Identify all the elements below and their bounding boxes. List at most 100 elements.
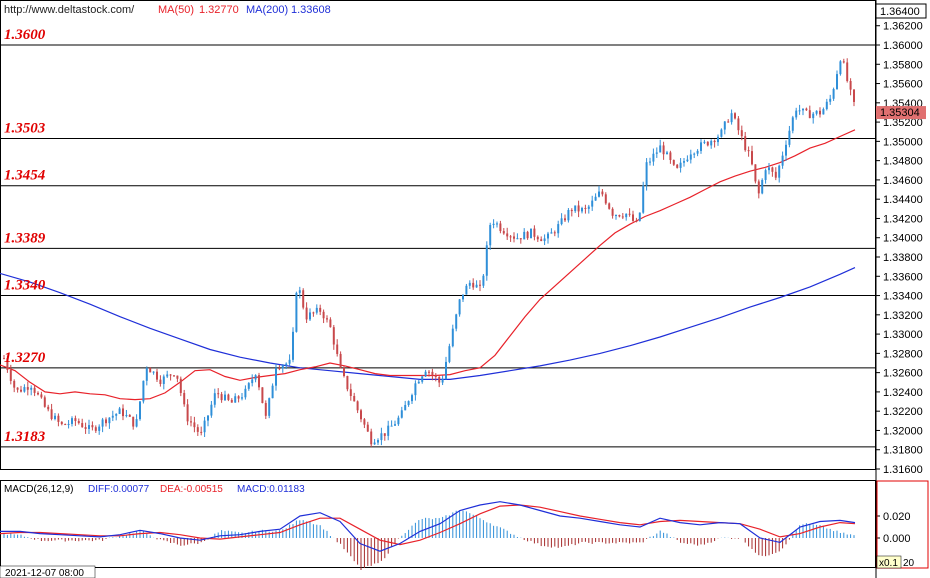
candle: [434, 373, 437, 382]
candle: [693, 152, 696, 159]
candle: [615, 214, 617, 220]
candle: [815, 110, 818, 116]
candle: [587, 204, 590, 214]
candle: [26, 381, 29, 396]
candle: [16, 387, 19, 393]
candle: [400, 406, 403, 419]
candle: [567, 208, 570, 223]
candle: [230, 398, 233, 403]
price-tick-label-21: 1.32000: [883, 425, 923, 437]
candle: [254, 374, 257, 383]
candle: [380, 427, 383, 446]
candle: [849, 78, 852, 96]
candle: [747, 146, 750, 157]
candle: [169, 374, 172, 381]
candle: [101, 417, 104, 433]
candle: [774, 167, 777, 181]
candle: [496, 221, 498, 228]
candle: [343, 365, 345, 378]
candle: [778, 164, 781, 183]
level-label-4: 1.3340: [4, 278, 46, 294]
level-label-6: 1.3183: [4, 429, 46, 445]
macd-multiplier: x0.1: [879, 558, 898, 569]
ma200-line: [0, 267, 856, 380]
candle: [363, 418, 366, 429]
candle: [506, 227, 509, 240]
candle: [162, 374, 165, 390]
candle: [781, 151, 784, 169]
candle: [173, 375, 175, 377]
candle: [757, 179, 760, 199]
candle: [672, 159, 675, 166]
candle: [105, 417, 107, 427]
candle: [717, 134, 719, 146]
candle: [383, 433, 386, 441]
price-tick-label-8: 1.34600: [883, 175, 923, 187]
candle: [700, 139, 702, 154]
candle: [611, 207, 614, 219]
candle: [37, 391, 39, 396]
ma200-label: MA(200): [246, 4, 288, 16]
candle: [71, 416, 73, 427]
candle: [356, 400, 359, 414]
candle: [839, 60, 842, 76]
candle: [166, 370, 169, 379]
price-tick-label-18: 1.32600: [883, 368, 923, 380]
candle: [404, 400, 407, 411]
candle: [479, 280, 481, 292]
price-tick-label-7: 1.34800: [883, 156, 923, 168]
candle: [159, 375, 162, 387]
candle: [519, 238, 522, 244]
candle: [509, 234, 512, 242]
candle: [771, 166, 774, 177]
candle: [329, 317, 332, 328]
candle: [557, 220, 560, 238]
candle: [264, 400, 267, 420]
candle: [237, 395, 240, 403]
price-tick-label-11: 1.34000: [883, 233, 923, 245]
ma200-value: 1.33608: [291, 4, 331, 16]
level-label-5: 1.3270: [4, 350, 46, 366]
macd-tick-label-2: 0.000: [883, 533, 911, 545]
candle: [244, 385, 247, 400]
candle: [128, 414, 131, 418]
macd-multiplier-box[interactable]: [876, 555, 902, 569]
candle: [683, 158, 685, 167]
candle: [115, 413, 118, 421]
candle: [43, 395, 46, 408]
candle: [584, 204, 587, 214]
candle: [601, 189, 604, 197]
candle: [6, 355, 9, 373]
candle: [475, 280, 478, 288]
candle: [448, 343, 451, 364]
candle: [142, 380, 145, 404]
candle: [625, 213, 628, 221]
candle: [734, 112, 736, 120]
level-label-0: 1.3600: [4, 27, 46, 43]
candle: [234, 393, 237, 403]
price-tick-label-16: 1.33000: [883, 329, 923, 341]
candle: [842, 58, 845, 64]
candle: [604, 192, 607, 205]
candle: [744, 131, 747, 152]
candle: [825, 98, 828, 111]
candle: [482, 273, 485, 288]
candle: [285, 362, 288, 370]
price-tick-label-17: 1.32800: [883, 348, 923, 360]
candle: [472, 278, 475, 290]
candle: [662, 141, 665, 160]
candle: [424, 369, 427, 377]
macd-scale-tail: 20: [903, 558, 915, 569]
candle: [360, 408, 362, 423]
price-tick-label-3: 1.35600: [883, 79, 923, 91]
price-tick-label-1: 1.36000: [883, 40, 923, 52]
candle: [669, 150, 672, 164]
candle: [502, 228, 505, 235]
candle: [628, 208, 631, 217]
candle: [98, 424, 101, 435]
macd-scale-frame[interactable]: [876, 480, 929, 569]
candle: [485, 241, 488, 281]
candle: [156, 368, 158, 383]
candle: [543, 234, 546, 246]
